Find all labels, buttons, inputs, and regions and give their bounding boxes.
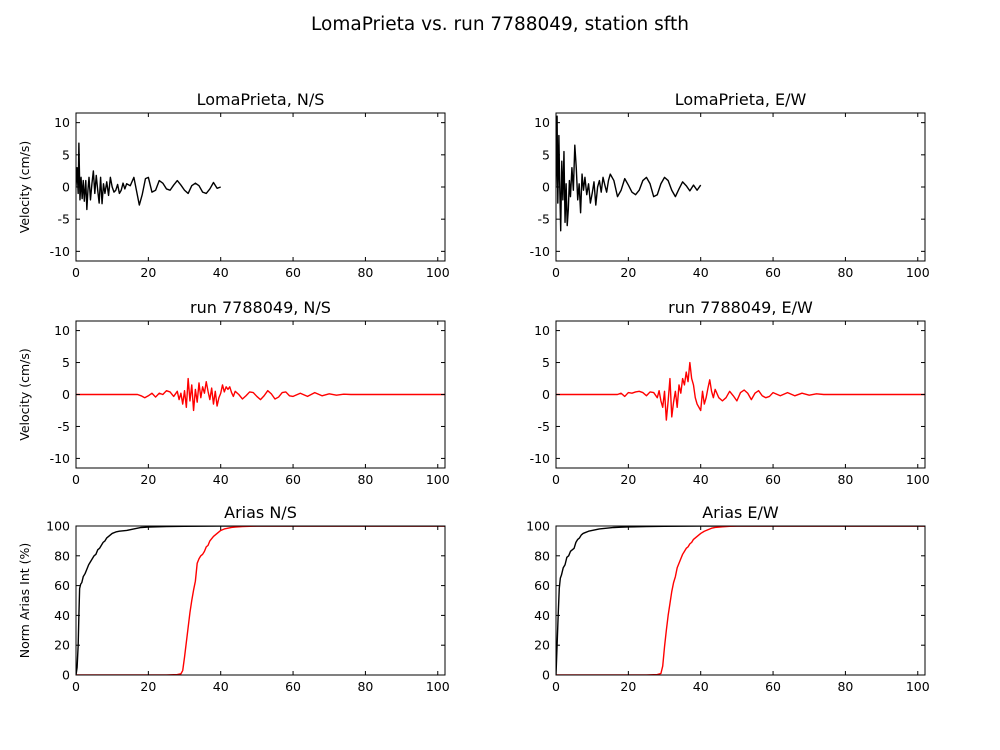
series-line-0 — [556, 361, 925, 421]
subplot-title: Arias N/S — [224, 503, 297, 522]
x-tick-label: 40 — [693, 265, 709, 280]
y-tick-label: 40 — [54, 608, 70, 623]
y-tick-label: 100 — [526, 519, 550, 534]
y-tick-label: 0 — [542, 668, 550, 683]
x-tick-label: 60 — [285, 679, 301, 694]
y-tick-label: -10 — [530, 244, 550, 259]
subplot-p00: 0 20 40 60 80 100 -10 -5 0 5 10 LomaPrieta, N/S Velo… — [17, 90, 450, 280]
y-tick-label: 10 — [54, 115, 70, 130]
y-axis-label: Velocity (cm/s) — [17, 141, 32, 234]
y-tick-label: 0 — [62, 387, 70, 402]
x-tick-label: 40 — [213, 679, 229, 694]
axes-frame — [555, 112, 926, 262]
x-tick-label: 80 — [837, 472, 853, 487]
subplot-p21: 0 20 40 60 80 100 0 20 40 60 80 100 Arias E/W — [526, 503, 930, 694]
x-tick-label: 40 — [693, 472, 709, 487]
x-tick-label: 20 — [620, 265, 636, 280]
x-tick-label: 40 — [213, 265, 229, 280]
y-tick-label: 5 — [62, 355, 70, 370]
subplot-p01: 0 20 40 60 80 100 -10 -5 0 5 10 LomaPrieta, E/W — [530, 90, 930, 280]
y-tick-label: 80 — [534, 548, 550, 563]
x-tick-label: 20 — [140, 679, 156, 694]
y-tick-label: -5 — [538, 212, 550, 227]
x-tick-label: 0 — [552, 472, 560, 487]
x-tick-label: 0 — [72, 472, 80, 487]
subplot-title: run 7788049, E/W — [668, 298, 813, 317]
subplot-p20: 0 20 40 60 80 100 0 20 40 60 80 100 Arias N/S Norm Ar… — [17, 503, 450, 694]
y-tick-label: 80 — [54, 548, 70, 563]
axes-frame — [555, 525, 926, 676]
x-tick-label: 60 — [765, 679, 781, 694]
subplot-title: LomaPrieta, E/W — [675, 90, 807, 109]
y-tick-label: 0 — [62, 180, 70, 195]
figure-title: LomaPrieta vs. run 7788049, station sfth — [311, 14, 689, 35]
x-tick-label: 20 — [140, 265, 156, 280]
series-line-0 — [556, 115, 702, 232]
x-tick-label: 20 — [620, 472, 636, 487]
x-tick-label: 80 — [837, 265, 853, 280]
subplot-title: Arias E/W — [702, 503, 779, 522]
subplot-p10: 0 20 40 60 80 100 -10 -5 0 5 10 run 7788049, N/S Vel… — [17, 298, 450, 487]
y-tick-label: -5 — [538, 419, 550, 434]
x-tick-label: 40 — [693, 679, 709, 694]
y-tick-label: 60 — [534, 578, 550, 593]
y-tick-label: 60 — [54, 578, 70, 593]
x-tick-label: 100 — [426, 472, 450, 487]
subplot-p11: 0 20 40 60 80 100 -10 -5 0 5 10 run 7788049, E/W — [530, 298, 930, 487]
y-tick-label: -10 — [50, 451, 70, 466]
y-tick-label: -5 — [58, 419, 70, 434]
y-tick-label: -10 — [530, 451, 550, 466]
series-line-0 — [76, 377, 445, 412]
y-tick-label: 5 — [62, 147, 70, 162]
y-tick-label: -5 — [58, 212, 70, 227]
series-line-0 — [76, 526, 445, 675]
y-tick-label: 10 — [534, 115, 550, 130]
axes-frame — [75, 112, 446, 262]
x-tick-label: 60 — [285, 472, 301, 487]
y-tick-label: 20 — [534, 638, 550, 653]
y-tick-label: 0 — [542, 387, 550, 402]
x-tick-label: 80 — [837, 679, 853, 694]
x-tick-label: 20 — [140, 472, 156, 487]
series-line-0 — [556, 526, 925, 675]
x-tick-label: 0 — [72, 679, 80, 694]
y-axis-label: Norm Arias Int (%) — [17, 543, 32, 659]
x-tick-label: 20 — [620, 679, 636, 694]
x-tick-label: 80 — [357, 679, 373, 694]
series-line-0 — [76, 142, 221, 211]
x-tick-label: 80 — [357, 265, 373, 280]
x-tick-label: 60 — [285, 265, 301, 280]
y-tick-label: 10 — [54, 323, 70, 338]
axes-frame — [75, 525, 446, 676]
y-tick-label: 40 — [534, 608, 550, 623]
x-tick-label: 60 — [765, 472, 781, 487]
x-tick-label: 100 — [906, 679, 930, 694]
x-tick-label: 0 — [72, 265, 80, 280]
y-tick-label: 10 — [534, 323, 550, 338]
subplot-title: run 7788049, N/S — [190, 298, 331, 317]
x-tick-label: 100 — [426, 679, 450, 694]
x-tick-label: 100 — [906, 265, 930, 280]
x-tick-label: 100 — [906, 472, 930, 487]
x-tick-label: 0 — [552, 679, 560, 694]
y-tick-label: 20 — [54, 638, 70, 653]
x-tick-label: 40 — [213, 472, 229, 487]
y-axis-label: Velocity (cm/s) — [17, 348, 32, 441]
y-tick-label: 5 — [542, 147, 550, 162]
series-line-1 — [76, 526, 445, 675]
x-tick-label: 0 — [552, 265, 560, 280]
x-tick-label: 100 — [426, 265, 450, 280]
y-tick-label: 0 — [62, 668, 70, 683]
x-tick-label: 80 — [357, 472, 373, 487]
y-tick-label: -10 — [50, 244, 70, 259]
y-tick-label: 5 — [542, 355, 550, 370]
series-line-1 — [556, 526, 925, 675]
y-tick-label: 100 — [46, 519, 70, 534]
x-tick-label: 60 — [765, 265, 781, 280]
subplot-title: LomaPrieta, N/S — [197, 90, 325, 109]
y-tick-label: 0 — [542, 180, 550, 195]
